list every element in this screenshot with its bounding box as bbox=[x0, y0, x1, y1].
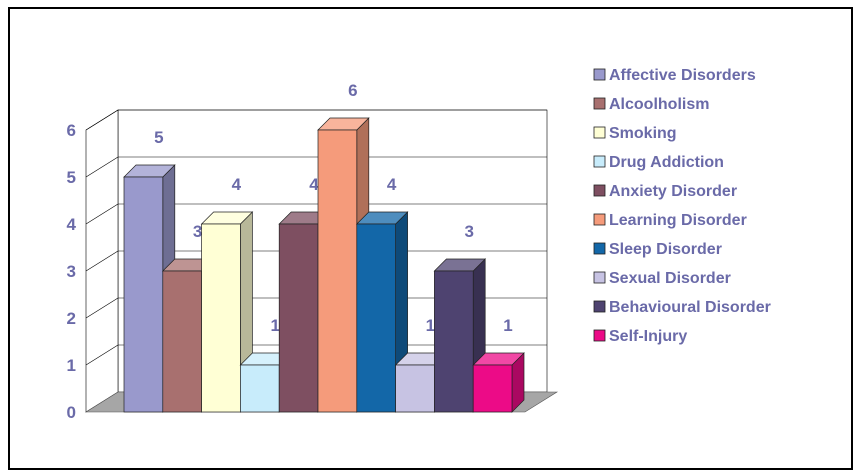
y-tick-label: 1 bbox=[67, 356, 76, 375]
y-tick-label: 5 bbox=[67, 168, 76, 187]
legend-label: Alcoolholism bbox=[609, 96, 709, 113]
bar bbox=[162, 270, 202, 413]
legend-swatch bbox=[593, 300, 606, 313]
bar bbox=[201, 223, 241, 413]
legend-label: Self-Injury bbox=[609, 328, 687, 345]
y-tick-label: 3 bbox=[67, 262, 76, 281]
gridline-side bbox=[85, 344, 119, 366]
data-label: 4 bbox=[232, 175, 242, 194]
y-tick-label: 2 bbox=[67, 309, 76, 328]
legend-swatch bbox=[593, 242, 606, 255]
data-label: 1 bbox=[426, 316, 435, 335]
data-label: 1 bbox=[503, 316, 512, 335]
legend-label: Smoking bbox=[609, 125, 677, 142]
legend-label: Sleep Disorder bbox=[609, 241, 722, 258]
bar bbox=[434, 270, 474, 413]
data-label: 3 bbox=[464, 222, 473, 241]
bar-chart-3d: 0 1 2 3 4 5 6 5 3 4 1 4 6 4 1 3 1 Affective Disorders Alco… bbox=[67, 67, 771, 422]
bar bbox=[356, 223, 396, 413]
legend-label: Anxiety Disorder bbox=[609, 183, 737, 200]
gridline-side bbox=[85, 297, 119, 319]
data-label: 6 bbox=[348, 81, 357, 100]
legend-swatch bbox=[593, 126, 606, 139]
legend-label: Behavioural Disorder bbox=[609, 299, 771, 316]
bar bbox=[472, 364, 513, 413]
gridline-side bbox=[85, 250, 119, 272]
legend-label: Learning Disorder bbox=[609, 212, 747, 229]
bar bbox=[123, 176, 164, 413]
gridline-side bbox=[85, 156, 119, 178]
bar bbox=[278, 223, 319, 413]
legend-label: Sexual Disorder bbox=[609, 270, 731, 287]
legend-swatch bbox=[593, 68, 606, 81]
y-tick-label: 6 bbox=[67, 121, 76, 140]
legend-swatch bbox=[593, 213, 606, 226]
bar bbox=[395, 364, 435, 413]
y-tick-label: 4 bbox=[67, 215, 77, 234]
data-label: 4 bbox=[387, 175, 397, 194]
legend-swatch bbox=[593, 184, 606, 197]
chart-frame: 0 1 2 3 4 5 6 5 3 4 1 4 6 4 1 3 1 Affective Disorders Alco… bbox=[8, 7, 853, 470]
legend-label: Affective Disorders bbox=[609, 67, 756, 84]
data-label: 5 bbox=[154, 128, 163, 147]
data-label: 3 bbox=[193, 222, 202, 241]
bar bbox=[317, 129, 358, 413]
legend-swatch bbox=[593, 329, 606, 342]
gridline-side bbox=[85, 109, 119, 131]
legend-swatch bbox=[593, 97, 606, 110]
y-tick-label: 0 bbox=[67, 403, 76, 422]
data-label: 4 bbox=[309, 175, 319, 194]
bar bbox=[240, 364, 280, 413]
data-label: 1 bbox=[270, 316, 279, 335]
legend-swatch bbox=[593, 155, 606, 168]
legend-swatch bbox=[593, 271, 606, 284]
gridline-side bbox=[85, 203, 119, 225]
legend-label: Drug Addiction bbox=[609, 154, 724, 171]
